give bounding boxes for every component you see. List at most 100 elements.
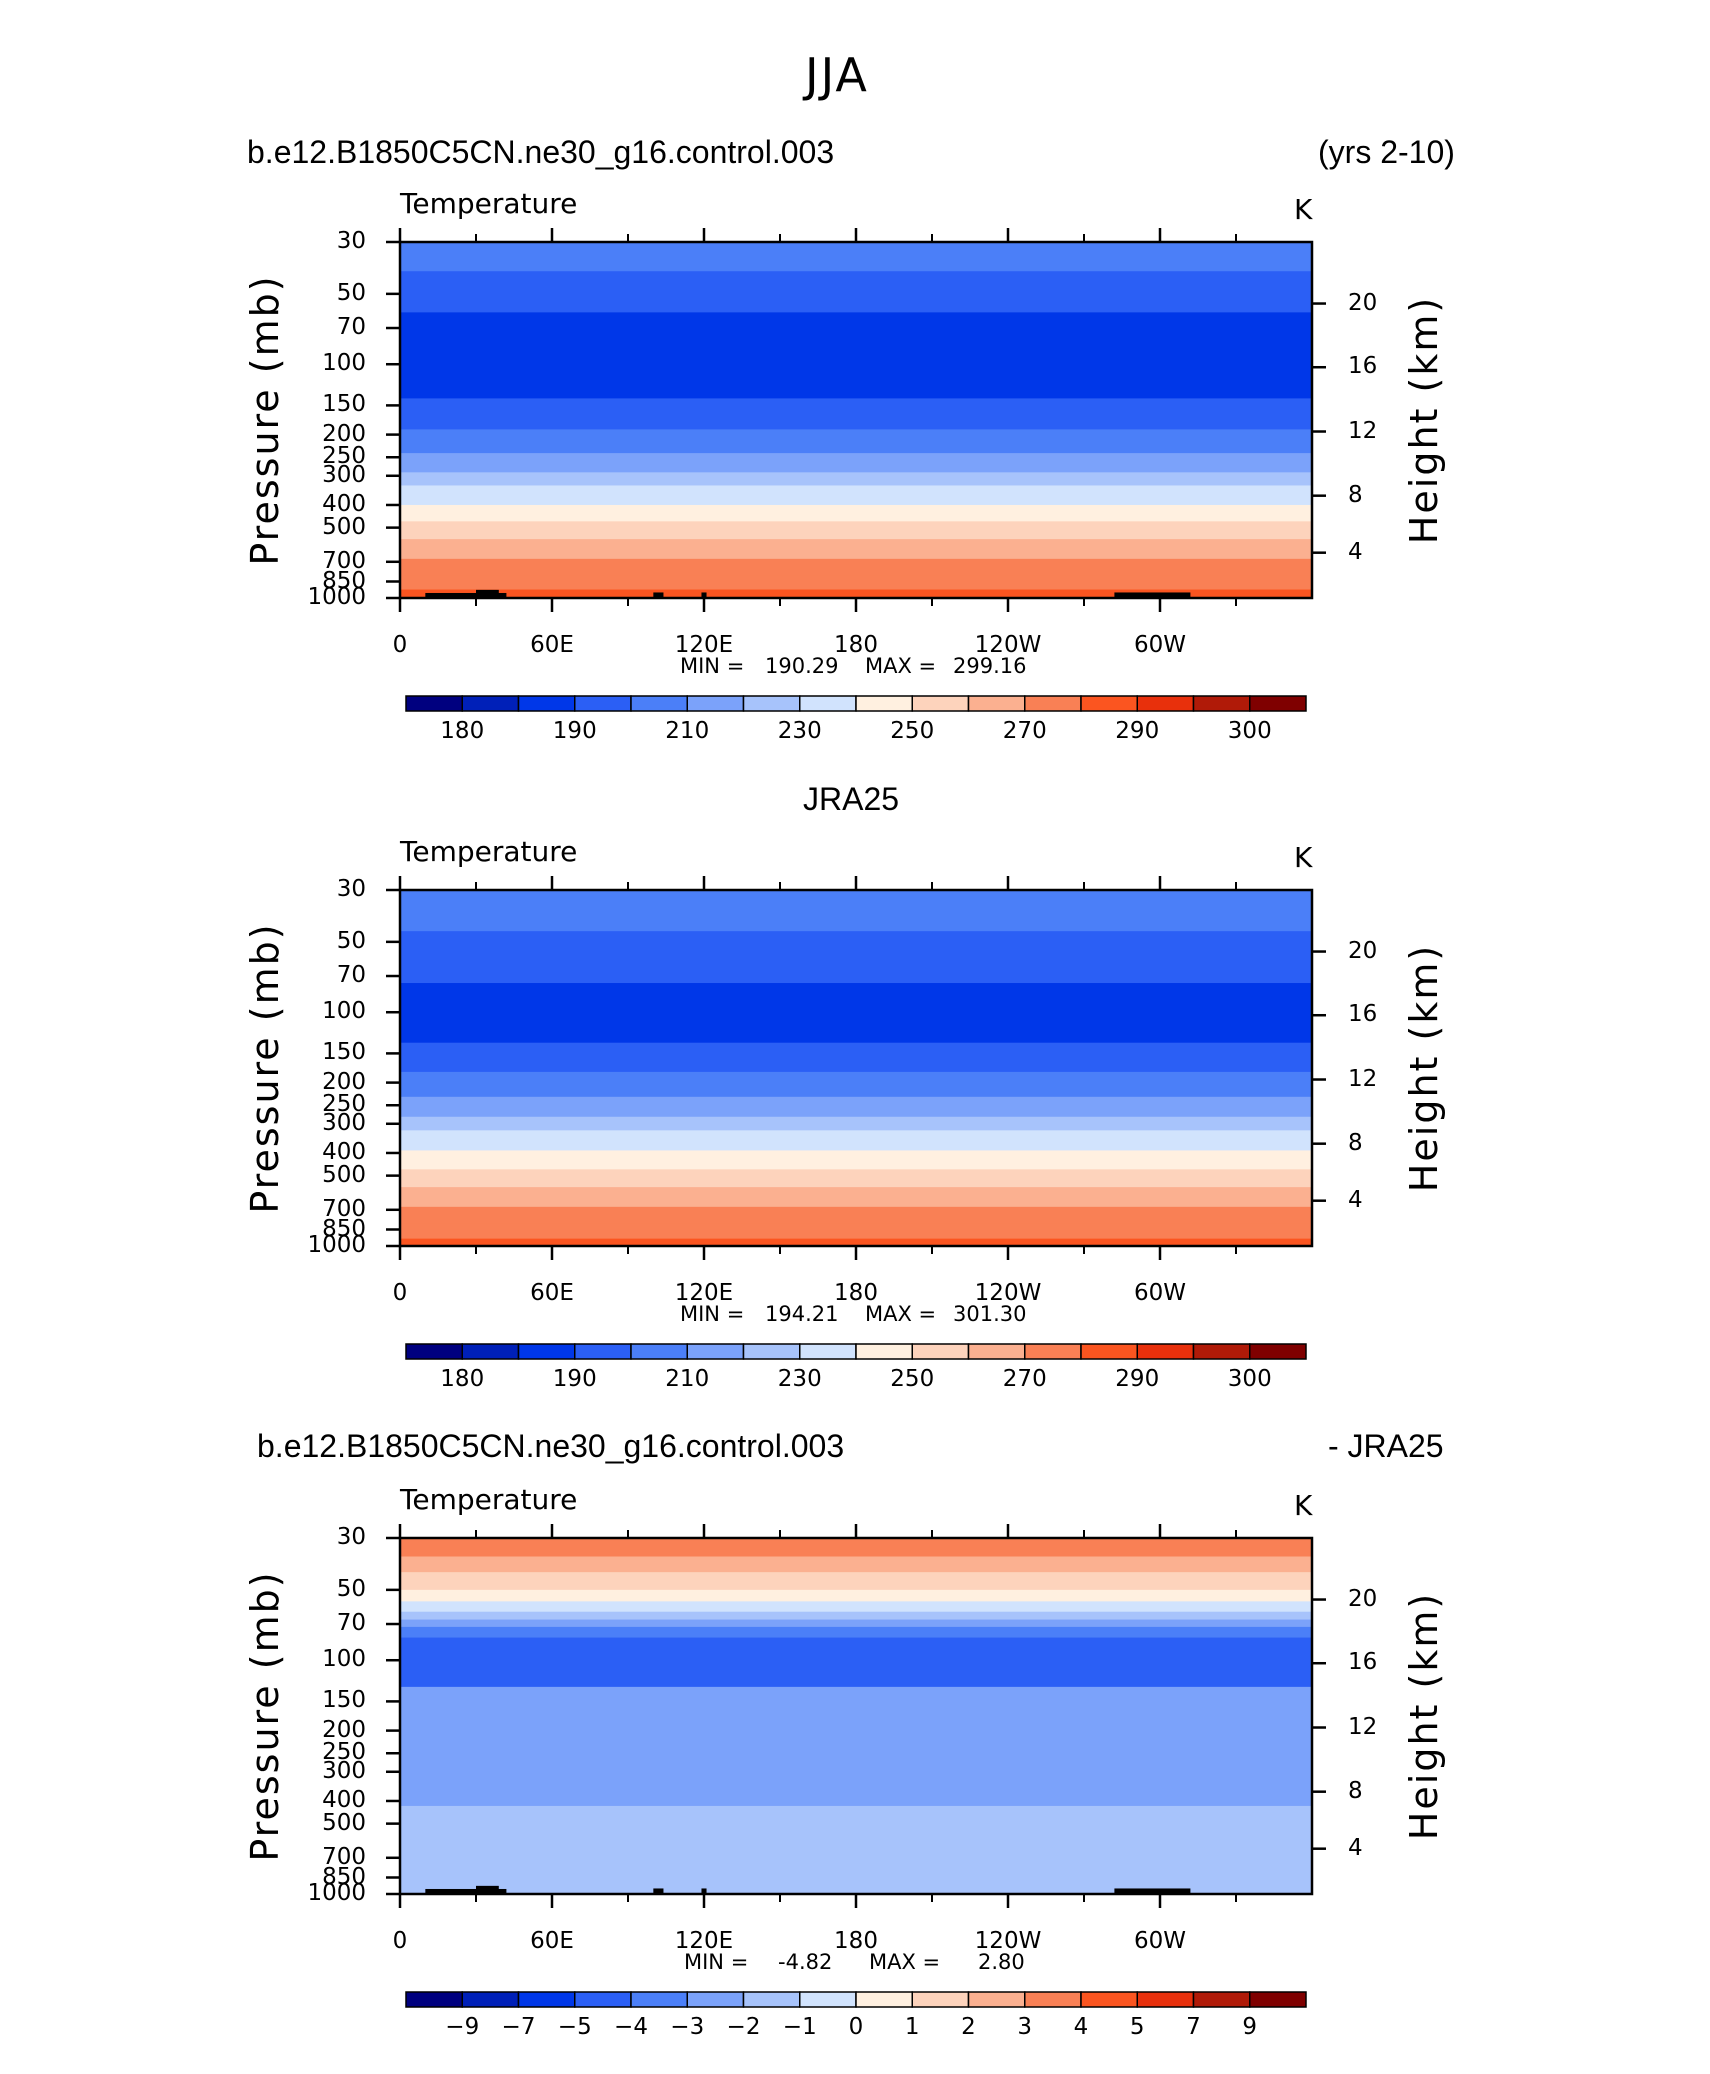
colorbar-label: −5 — [557, 2014, 592, 2040]
y-tick-label: 50 — [336, 927, 366, 954]
x-tick-label: 60W — [1133, 1280, 1187, 1306]
pressure-band — [400, 453, 1312, 473]
pressure-band — [400, 1042, 1312, 1073]
pressure-band — [400, 1556, 1312, 1573]
panel1-max-label: MAX = — [865, 654, 937, 678]
pressure-band — [400, 472, 1312, 487]
pressure-band — [400, 429, 1312, 454]
colorbar-label: 300 — [1227, 1366, 1272, 1392]
y-tick-label: 500 — [322, 1161, 366, 1188]
panel2-max-value: 301.30 — [953, 1302, 1027, 1326]
panel1-variable-label: Temperature — [400, 187, 578, 220]
colorbar-swatch — [517, 1991, 576, 2008]
colorbar-swatch — [1024, 1991, 1082, 2008]
panel3-min-value: -4.82 — [778, 1950, 833, 1974]
y2-tick-label: 16 — [1348, 353, 1378, 380]
pressure-band — [400, 558, 1312, 576]
colorbar-label: 9 — [1242, 2014, 1258, 2040]
y2-tick-label: 4 — [1348, 1834, 1363, 1861]
panel2-max-label: MAX = — [865, 1302, 937, 1326]
y-tick-label: 850 — [322, 567, 366, 594]
pressure-band — [400, 1626, 1312, 1639]
y-tick-label: 700 — [322, 1195, 366, 1222]
pressure-band — [400, 539, 1312, 560]
panel1-min-value: 190.29 — [765, 654, 839, 678]
y-tick-label: 250 — [322, 1739, 366, 1766]
x-tick-label: 60E — [530, 632, 574, 658]
y-tick-label: 200 — [322, 1716, 366, 1743]
y-tick-label: 200 — [322, 420, 366, 447]
y2-tick-label: 4 — [1348, 538, 1363, 565]
y-tick-label: 1000 — [307, 1880, 366, 1906]
pressure-band — [400, 1686, 1312, 1807]
pressure-band — [400, 1071, 1312, 1098]
y-tick-label: 1000 — [307, 1232, 366, 1258]
pressure-band — [400, 1187, 1312, 1208]
terrain-mask — [425, 1888, 507, 1894]
y2-tick-label: 16 — [1348, 1649, 1378, 1676]
figure-title: JJA — [805, 48, 869, 102]
x-tick-label: 120E — [674, 632, 734, 658]
pressure-band — [400, 504, 1312, 522]
pressure-band — [400, 398, 1312, 430]
colorbar-label: 300 — [1227, 718, 1272, 744]
pressure-band — [400, 1223, 1312, 1240]
pressure-band — [400, 242, 1312, 272]
colorbar-label: 2 — [961, 2014, 976, 2040]
colorbar-label: 290 — [1115, 718, 1160, 744]
pressure-band — [400, 271, 1312, 313]
x-tick-label: 120E — [674, 1928, 734, 1954]
pressure-band — [400, 521, 1312, 540]
colorbar-label: 250 — [890, 718, 935, 744]
colorbar-label: 250 — [890, 1366, 935, 1392]
terrain-mask — [1114, 1888, 1191, 1894]
y-tick-label: 30 — [336, 228, 366, 254]
y-tick-label: 300 — [322, 461, 366, 488]
y2-tick-label: 12 — [1348, 417, 1378, 444]
colorbar-label: 270 — [1002, 1366, 1047, 1392]
x-tick-label: 0 — [392, 1280, 408, 1306]
pressure-band — [400, 1637, 1312, 1688]
terrain-mask — [425, 592, 507, 598]
y-tick-label: 1000 — [307, 584, 366, 610]
colorbar-label: 290 — [1115, 1366, 1160, 1392]
y-tick-label: 250 — [322, 1091, 366, 1118]
colorbar-swatch — [1249, 1991, 1307, 2008]
y-tick-label: 100 — [322, 998, 366, 1025]
colorbar-swatch — [967, 1991, 1026, 2008]
pressure-band — [400, 1096, 1312, 1118]
terrain-mask — [701, 1888, 707, 1894]
y-tick-label: 200 — [322, 1068, 366, 1095]
y-tick-label: 100 — [322, 350, 366, 377]
panel1-max-value: 299.16 — [953, 654, 1027, 678]
terrain-mask — [476, 589, 499, 598]
y-tick-label: 400 — [322, 490, 366, 517]
pressure-band — [400, 983, 1312, 1044]
colorbar-label: 270 — [1002, 718, 1047, 744]
colorbar-label: 0 — [848, 2014, 864, 2040]
y-tick-label: 700 — [322, 547, 366, 574]
colorbar-label: 190 — [552, 718, 597, 744]
y-tick-label: 30 — [336, 876, 366, 902]
panel2-title: JRA25 — [803, 781, 900, 817]
pressure-band — [400, 1130, 1312, 1152]
panel3-max-label: MAX = — [869, 1950, 941, 1974]
pressure-band — [400, 931, 1312, 984]
terrain-mask — [653, 592, 664, 598]
pressure-band — [400, 1116, 1312, 1131]
panel3-units-label: K — [1294, 1489, 1313, 1522]
y2-tick-label: 20 — [1348, 937, 1378, 964]
pressure-band — [400, 1206, 1312, 1224]
pressure-band — [400, 1805, 1312, 1895]
pressure-band — [400, 589, 1312, 599]
colorbar-swatch — [855, 1991, 913, 2008]
colorbar-swatch — [1080, 1991, 1138, 2008]
panel3-right-title: - JRA25 — [1328, 1428, 1444, 1464]
colorbar-label: 5 — [1129, 2014, 1145, 2040]
y-tick-label: 250 — [322, 443, 366, 470]
colorbar-swatch — [405, 1991, 463, 2008]
pressure-band — [400, 1238, 1312, 1247]
panel2-variable-label: Temperature — [400, 835, 578, 868]
colorbar-swatch — [1136, 1991, 1195, 2008]
colorbar-swatch — [461, 1991, 520, 2008]
